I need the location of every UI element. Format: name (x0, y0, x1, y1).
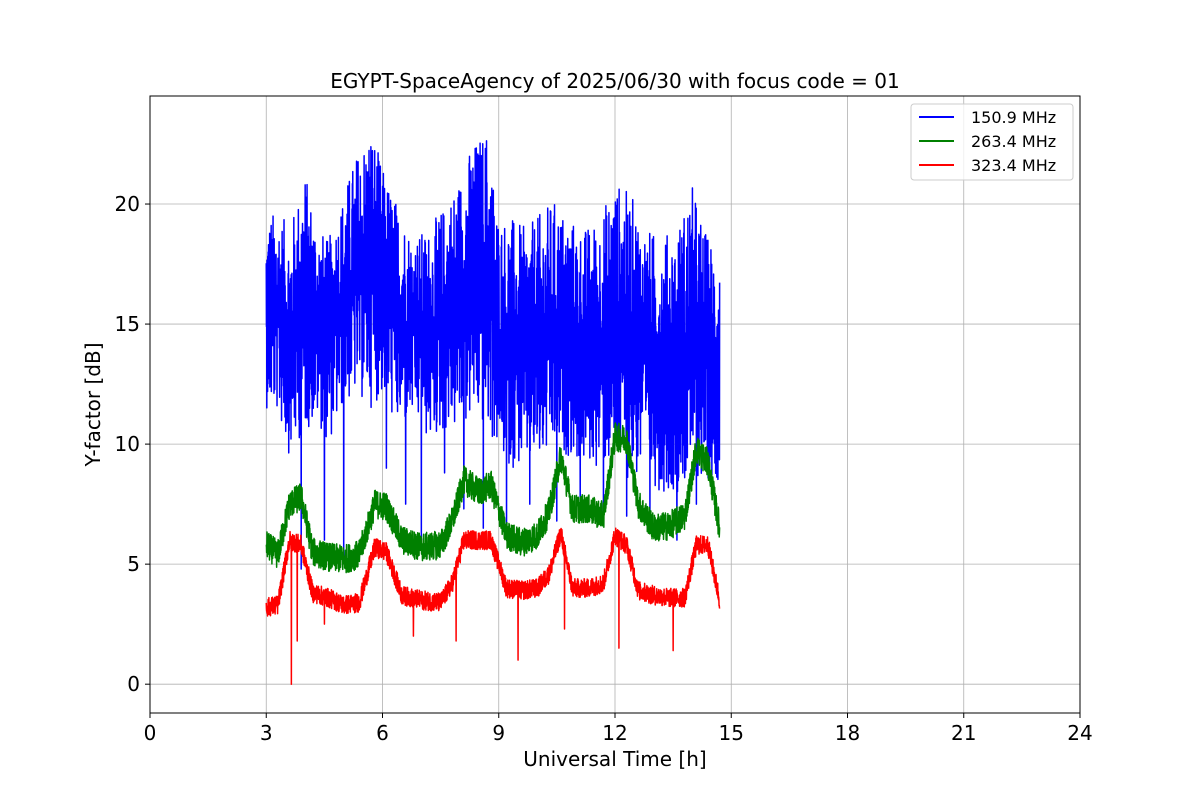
legend-label-0: 150.9 MHz (971, 108, 1056, 127)
x-tick-label: 9 (492, 721, 505, 745)
y-tick-label: 5 (127, 552, 140, 576)
legend-label-1: 263.4 MHz (971, 132, 1056, 151)
y-tick-label: 0 (127, 672, 140, 696)
x-tick-label: 12 (602, 721, 627, 745)
y-tick-label: 10 (115, 432, 140, 456)
legend-frame (910, 103, 1074, 181)
x-axis-label: Universal Time [h] (523, 747, 706, 771)
y-tick-label: 20 (115, 192, 140, 216)
x-tick-label: 21 (951, 721, 976, 745)
x-tick-label: 24 (1067, 721, 1092, 745)
chart-title: EGYPT-SpaceAgency of 2025/06/30 with foc… (330, 69, 899, 93)
y-axis-label: Y-factor [dB] (81, 342, 105, 467)
ticks: 0 3 6 9 12 15 18 21 24 0 5 10 15 20 (115, 192, 1093, 745)
x-tick-label: 15 (719, 721, 744, 745)
legend: 150.9 MHz 263.4 MHz 323.4 MHz (910, 103, 1074, 181)
x-tick-label: 18 (835, 721, 860, 745)
series-line-1 (265, 422, 721, 574)
legend-label-2: 323.4 MHz (971, 156, 1056, 175)
x-tick-label: 0 (144, 721, 157, 745)
y-tick-label: 15 (115, 312, 140, 336)
x-tick-label: 6 (376, 721, 389, 745)
series-layer (265, 140, 721, 685)
series-line-2 (265, 527, 721, 685)
x-tick-label: 3 (260, 721, 273, 745)
series-line-0 (265, 140, 721, 570)
